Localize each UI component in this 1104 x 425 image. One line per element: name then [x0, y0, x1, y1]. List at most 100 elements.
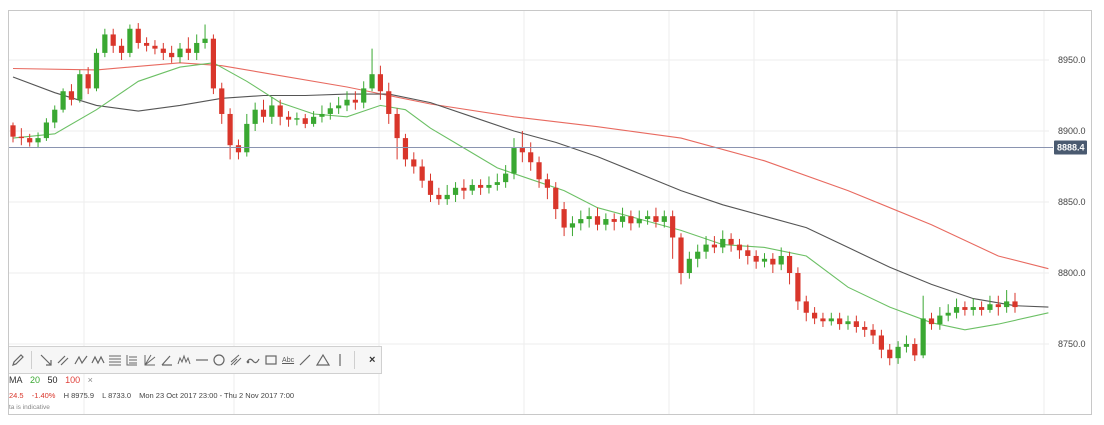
- candle-body: [394, 113, 400, 139]
- candle-body: [578, 219, 584, 224]
- candle-body: [770, 258, 776, 265]
- ma100-toggle[interactable]: 100: [65, 375, 81, 385]
- ma20-path: [12, 62, 1049, 331]
- candle-body: [27, 138, 33, 143]
- candle-body: [85, 74, 91, 89]
- triangle-icon[interactable]: [314, 350, 331, 370]
- candle-body: [761, 258, 768, 262]
- candle-body: [352, 99, 358, 103]
- zigzag-icon[interactable]: [72, 350, 89, 370]
- candle-body: [795, 273, 801, 302]
- ellipse-icon[interactable]: [210, 350, 227, 370]
- high-value: H 8975.9: [63, 391, 95, 400]
- candle-body: [553, 187, 559, 210]
- text-icon[interactable]: Abc: [282, 356, 295, 364]
- ma20-toggle[interactable]: 20: [30, 375, 41, 385]
- change-value: 24.5: [9, 391, 24, 400]
- candle-body: [603, 219, 609, 225]
- trend-angle-icon[interactable]: [158, 350, 175, 370]
- close-icon[interactable]: ×: [369, 354, 376, 366]
- candle-body: [544, 179, 550, 188]
- candle-body: [386, 91, 392, 114]
- candle-body: [177, 48, 183, 58]
- ray-icon[interactable]: [37, 350, 54, 370]
- candle-body: [820, 318, 826, 322]
- y-axis: 8950.0 8900.0 8850.0 8800.0 8750.0 8888.4: [1054, 55, 1087, 349]
- candle-body: [227, 113, 233, 146]
- candle-body: [511, 148, 517, 174]
- candle-body: [43, 122, 49, 139]
- candle-body: [319, 113, 325, 117]
- candle-body: [35, 138, 41, 143]
- candle-body: [928, 318, 935, 325]
- candle-body: [52, 109, 58, 123]
- candle-body: [402, 138, 409, 160]
- candle-body: [636, 219, 642, 224]
- candle-body: [169, 52, 175, 58]
- candle-body: [294, 118, 300, 120]
- brush-icon[interactable]: [245, 350, 262, 370]
- pitchfork-icon[interactable]: [228, 350, 245, 370]
- chart-frame[interactable]: 8950.0 8900.0 8850.0 8800.0 8750.0 8888.4 Abc…: [8, 10, 1092, 415]
- candle-body: [144, 42, 150, 46]
- pattern-icon[interactable]: [176, 350, 193, 370]
- candle-body: [945, 312, 951, 316]
- fib-levels-icon[interactable]: [124, 350, 141, 370]
- candle-body: [870, 329, 876, 336]
- candle-body: [486, 184, 492, 188]
- price-chart[interactable]: 8950.0 8900.0 8850.0 8800.0 8750.0 8888.4: [9, 11, 1091, 414]
- candle-body: [260, 109, 267, 117]
- candle-body: [711, 244, 717, 248]
- candle-body: [336, 105, 342, 109]
- candle-body: [586, 216, 592, 220]
- candle-body: [661, 216, 667, 222]
- candle-body: [611, 219, 617, 222]
- candle-body: [18, 136, 24, 139]
- candle-body: [962, 307, 968, 310]
- candle-body: [862, 326, 868, 330]
- candle-body: [703, 244, 709, 252]
- ma-legend: MA 20 50 100 ×: [9, 375, 98, 385]
- candle-body: [678, 237, 684, 273]
- candle-body: [878, 335, 884, 350]
- parallel-lines-icon[interactable]: [55, 350, 72, 370]
- candle-body: [920, 318, 926, 356]
- candle-body: [93, 52, 100, 89]
- candle-body: [311, 116, 317, 124]
- fib-retracement-icon[interactable]: [106, 350, 123, 370]
- candle-body: [269, 105, 275, 117]
- remove-ma-icon[interactable]: ×: [87, 375, 93, 385]
- candle-body: [419, 166, 425, 181]
- candle-body: [219, 88, 225, 114]
- candle-body: [695, 251, 701, 259]
- candle-body: [68, 91, 75, 100]
- current-price-text: 8888.4: [1057, 142, 1085, 152]
- candle-body: [160, 48, 166, 53]
- line-icon[interactable]: [297, 350, 314, 370]
- pencil-icon[interactable]: [9, 350, 26, 370]
- candle-body: [803, 301, 809, 313]
- candles-group: [10, 23, 1018, 366]
- candle-body: [285, 116, 292, 120]
- candle-body: [194, 42, 200, 53]
- candle-body: [102, 34, 108, 53]
- candle-body: [728, 238, 734, 245]
- wave-icon[interactable]: [89, 350, 106, 370]
- current-price-badge: [1054, 140, 1087, 155]
- candle-body: [411, 159, 417, 167]
- vertical-line-icon[interactable]: [331, 350, 348, 370]
- candle-body: [853, 321, 859, 327]
- ma50-line: [12, 76, 1049, 308]
- candle-body: [235, 145, 242, 153]
- ma50-toggle[interactable]: 50: [47, 375, 58, 385]
- horizontal-line-icon[interactable]: [193, 350, 210, 370]
- candle-body: [377, 74, 383, 92]
- candle-body: [327, 108, 333, 114]
- candle-body: [895, 346, 901, 359]
- candle-body: [736, 244, 743, 251]
- rectangle-icon[interactable]: [262, 350, 279, 370]
- y-tick-label: 8950.0: [1058, 55, 1086, 65]
- candle-body: [519, 148, 525, 153]
- gann-fan-icon[interactable]: [141, 350, 158, 370]
- candle-body: [837, 318, 843, 325]
